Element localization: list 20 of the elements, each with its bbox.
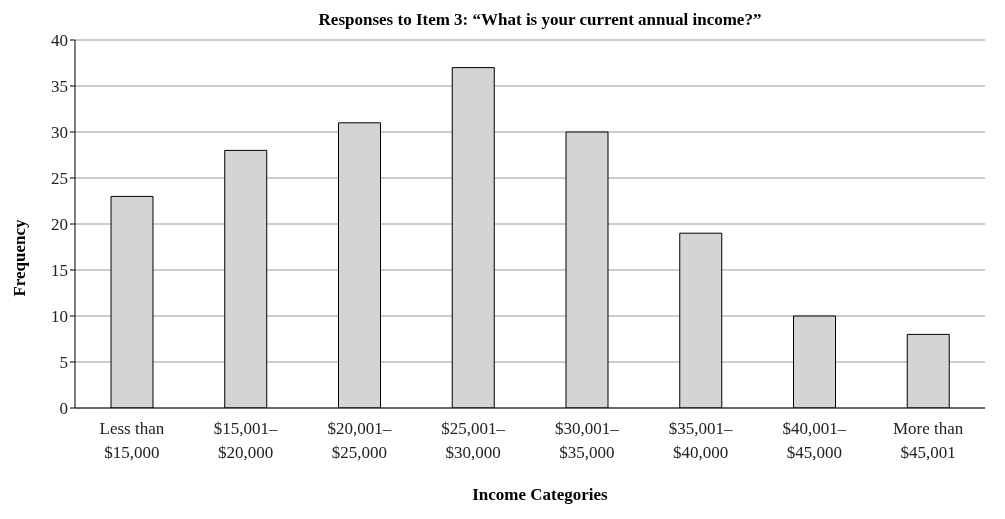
x-axis-title: Income Categories — [471, 485, 609, 505]
y-tick-label: 30 — [51, 123, 68, 143]
y-tick-label: 35 — [51, 77, 68, 97]
y-tick-label: 10 — [51, 307, 68, 327]
chart-title: Responses to Item 3: “What is your current annual income?” — [317, 10, 763, 30]
x-tick-label: $15,001– $20,000 — [213, 419, 278, 462]
y-tick-label: 20 — [51, 215, 68, 235]
y-tick-label: 40 — [51, 31, 68, 51]
x-tick-label: $40,001– $45,000 — [782, 419, 847, 462]
x-tick-label: $20,001– $25,000 — [327, 419, 392, 462]
x-tick-label: $30,001– $35,000 — [555, 419, 620, 462]
x-tick-label: $35,001– $40,000 — [668, 419, 733, 462]
y-axis-title: Frequency — [10, 219, 30, 297]
x-tick-label: More than $45,001 — [892, 419, 964, 462]
y-tick-label: 15 — [51, 261, 68, 281]
y-tick-label: 5 — [59, 353, 68, 373]
x-tick-label: $25,001– $30,000 — [441, 419, 506, 462]
y-tick-label: 25 — [51, 169, 68, 189]
x-tick-label: Less than $15,000 — [99, 419, 165, 462]
y-tick-label: 0 — [59, 399, 68, 419]
